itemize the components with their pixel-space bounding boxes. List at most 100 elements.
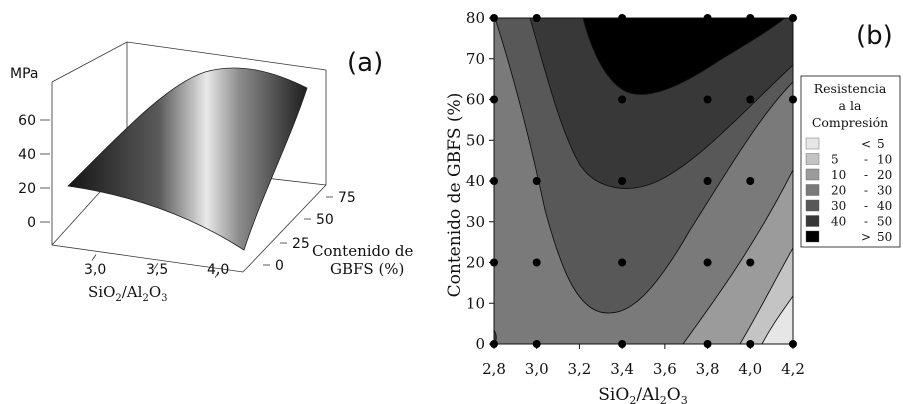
x-tick-label: 4,2 [781,360,805,378]
y-tick-label: 25 [292,236,310,252]
design-point [490,177,498,185]
design-point [490,14,498,22]
y-tick-label: 80 [466,9,485,27]
panel-b-contour-plot: 2,8 3,0 3,2 3,4 3,6 3,8 4,0 4,2 010203040506070… [445,9,901,404]
x-tick-label: 4,0 [738,360,762,378]
design-point [532,340,541,348]
z-tick-label: 20 [18,181,36,197]
legend-low-value: 20 [831,184,846,198]
y-tick-label: 0 [475,335,485,353]
x-tick-label: 4,0 [207,262,229,278]
legend-high-value: 5 [877,137,885,151]
panel-a-label: (a) [347,48,383,78]
legend-swatch [805,137,820,150]
x-tick-mark [214,271,220,278]
design-point [703,177,712,185]
y-tick-label: 20 [466,254,485,272]
y-tick-label: 30 [466,213,485,231]
panel-b-x-ticks: 2,8 3,0 3,2 3,4 3,6 3,8 4,0 4,2 [482,344,805,378]
design-point [618,177,627,185]
x-tick-label: 3,8 [696,360,720,378]
x-tick-label: 3,6 [653,360,677,378]
design-point [618,340,627,348]
z-tick-label: 40 [18,147,36,163]
x-tick-label: 3,5 [146,262,168,278]
design-point [618,258,627,267]
design-point [532,177,541,185]
x-tick-label: 2,8 [482,360,506,378]
y-tick-label: 10 [466,294,485,312]
y-tick-label: 70 [466,50,485,68]
design-point [746,258,755,267]
y-tick-label: 60 [466,91,485,109]
contour-level-gt-50 [582,18,786,95]
panel-b-y-axis-label: Contenido de GBFS (%) [445,93,465,298]
legend-high-value: 40 [877,199,892,213]
design-point [703,340,712,348]
legend-symbol: - [864,153,868,167]
design-point [789,340,797,348]
x-tick-label: 3,4 [610,360,634,378]
panel-b-label: (b) [856,21,893,51]
design-point [746,14,755,22]
legend-title-line3: Compresión [812,115,888,130]
legend-swatch [805,168,820,181]
panel-a-z-ticks: 0 20 40 60 [18,113,50,231]
z-tick-label: 0 [27,215,36,231]
legend-symbol: - [864,199,868,213]
legend-high-value: 20 [877,168,892,182]
legend-symbol: - [864,215,868,229]
y-tick-label: 75 [338,190,356,206]
design-point [490,340,498,348]
design-point [746,340,755,348]
legend-swatch [805,184,820,196]
design-point [490,258,498,267]
legend-low-value: 5 [831,153,839,167]
panel-b-contour-regions [494,18,793,344]
panel-a-z-axis-label: MPa [10,66,38,82]
legend-symbol: - [864,184,868,198]
design-point [703,14,712,22]
legend-symbol: > [861,230,871,244]
legend-low-value: 40 [831,215,846,229]
legend-high-value: 10 [877,153,892,167]
y-tick-label: 0 [275,258,284,274]
design-point [703,258,712,267]
x-tick-mark [91,254,97,261]
legend-swatch [805,199,820,212]
contour-level-40-50 [529,18,793,189]
x-tick-label: 3,2 [567,360,591,378]
legend-symbol: - [864,168,868,182]
design-point [532,14,541,22]
panel-a-x-ticks: 3,0 3,5 4,0 [84,254,229,278]
legend-title-line1: Resistencia [814,81,887,96]
design-point [703,95,712,104]
panel-a-y-axis-label-line2: GBFS (%) [330,260,404,278]
design-point [789,95,797,104]
design-point [746,95,755,104]
panel-b-legend: Resistencia a la Compresión <55-1010-202… [800,75,901,248]
panel-a-surface [67,67,308,251]
y-tick-label: 50 [466,131,485,149]
y-tick-label: 50 [316,212,334,228]
design-point [789,14,797,22]
contour-level-lt-5 [761,295,793,344]
design-point [746,177,755,185]
legend-low-value: 10 [831,168,846,182]
panel-a-x-axis-label: SiO2/Al2O3 [88,283,168,304]
z-tick-label: 60 [18,113,36,129]
legend-swatch [805,153,820,165]
y-tick-label: 40 [466,172,485,190]
legend-low-value: 30 [831,199,846,213]
x-tick-label: 3,0 [84,262,106,278]
legend-swatch [805,215,820,227]
x-tick-mark [153,262,159,270]
legend-swatch [805,230,820,243]
design-point [618,14,627,22]
design-point [490,95,498,104]
legend-title-line2: a la [839,98,862,113]
